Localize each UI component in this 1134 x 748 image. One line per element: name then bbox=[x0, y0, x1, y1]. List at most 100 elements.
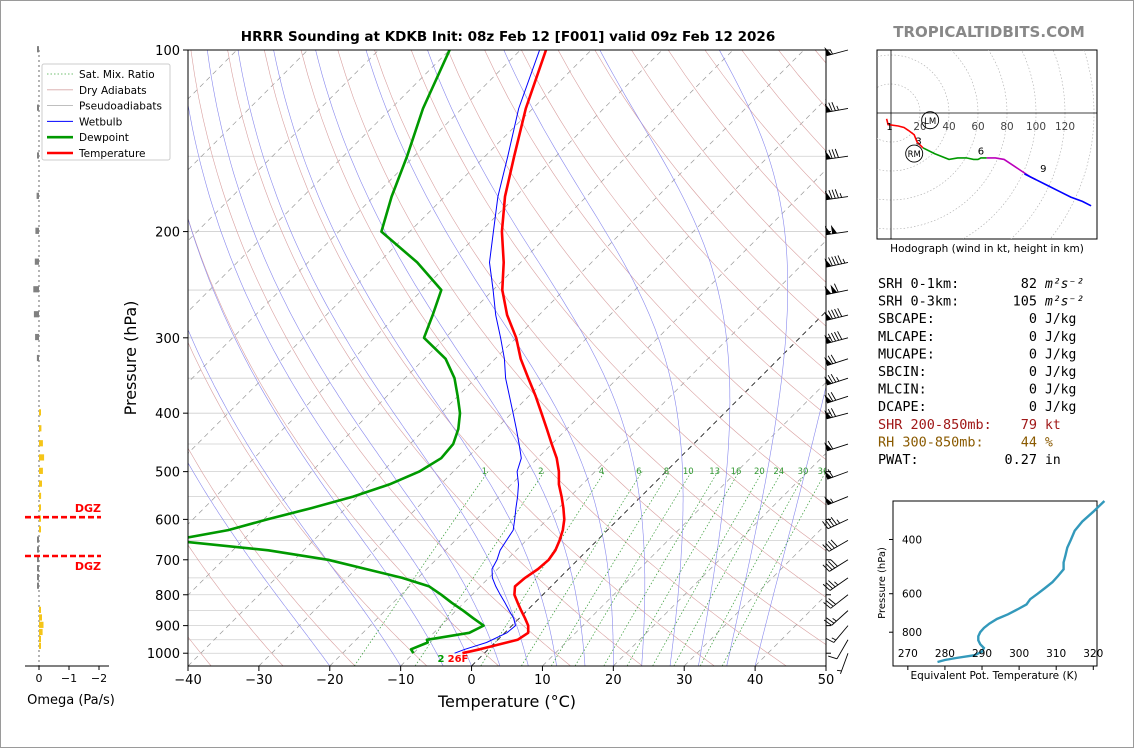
barb-flag bbox=[830, 373, 837, 383]
barb-staff bbox=[828, 539, 849, 552]
isotherm-line bbox=[188, 50, 805, 666]
mixing-ratio-line bbox=[721, 471, 826, 666]
barb-flag bbox=[830, 517, 838, 525]
chart-title: HRRR Sounding at KDKB Init: 08z Feb 12 [… bbox=[241, 29, 775, 45]
barb-staff bbox=[826, 231, 849, 236]
dry-adiabat-line bbox=[227, 50, 643, 666]
barb-flag bbox=[825, 562, 833, 571]
barb-flag bbox=[823, 602, 831, 609]
hodograph-ring-label: 120 bbox=[1055, 121, 1075, 133]
moist-adiabat-line bbox=[188, 217, 444, 666]
omega-tick-label: 0 bbox=[36, 672, 43, 685]
theta-e-y-label: Pressure (hPa) bbox=[877, 547, 888, 619]
index-value: 0 bbox=[1029, 346, 1037, 362]
omega-bar bbox=[39, 454, 45, 461]
barb-pennant bbox=[824, 357, 832, 366]
dry-adiabat-line bbox=[188, 341, 428, 666]
barb-flag bbox=[830, 354, 837, 363]
barb-flag bbox=[831, 256, 836, 266]
wind-barb bbox=[822, 539, 849, 552]
barb-staff bbox=[840, 653, 849, 675]
hodograph-height-label: 6 bbox=[978, 147, 984, 158]
omega-bar bbox=[39, 642, 41, 649]
isotherm-line bbox=[329, 169, 826, 666]
hodograph-segment bbox=[885, 118, 924, 149]
y-tick-label: 400 bbox=[155, 407, 180, 422]
index-label: SHR 200-850mb: bbox=[878, 417, 992, 433]
barb-pennant bbox=[824, 311, 832, 321]
index-value: 0 bbox=[1029, 329, 1037, 345]
y-tick-label: 500 bbox=[155, 466, 180, 481]
wind-barb bbox=[824, 440, 849, 452]
barb-flag bbox=[825, 637, 835, 643]
barb-pennant bbox=[824, 376, 832, 385]
index-label: SRH 0-3km: bbox=[878, 294, 959, 310]
temperature-line bbox=[462, 50, 566, 655]
mixing-ratio-label: 20 bbox=[754, 467, 765, 477]
barb-half-flag bbox=[839, 193, 843, 198]
index-unit: J/kg bbox=[1045, 330, 1076, 345]
barb-flag bbox=[831, 101, 836, 111]
x-tick-label: 40 bbox=[747, 673, 764, 688]
isotherm-line bbox=[188, 50, 521, 383]
mixing-ratio-line bbox=[480, 471, 606, 666]
omega-bar bbox=[39, 614, 42, 621]
index-unit: in bbox=[1045, 453, 1061, 468]
index-label: MLCIN: bbox=[878, 382, 927, 398]
mixing-ratio-line bbox=[699, 471, 807, 666]
omega-bar bbox=[34, 258, 39, 265]
storm-motion-label: LM bbox=[924, 117, 936, 127]
dgz-label: DGZ bbox=[75, 560, 101, 573]
omega-panel: DGZ DGZ 0 −1 −2 bbox=[25, 46, 109, 685]
dry-adiabat-line bbox=[447, 50, 826, 506]
moist-adiabat-line bbox=[188, 102, 472, 666]
barb-flag bbox=[827, 333, 833, 343]
index-label: DCAPE: bbox=[878, 399, 927, 415]
isotherm-line bbox=[683, 523, 826, 666]
wind-barb bbox=[824, 392, 849, 404]
dry-adiabat-line bbox=[188, 544, 284, 666]
x-tick-label: 50 bbox=[818, 673, 835, 688]
index-unit: % bbox=[1045, 435, 1053, 450]
dry-adiabat-line bbox=[264, 50, 715, 666]
wind-barb bbox=[824, 308, 849, 321]
hodograph-caption: Hodograph (wind in kt, height in km) bbox=[890, 243, 1084, 255]
barb-staff bbox=[826, 196, 849, 201]
dry-adiabat-line bbox=[300, 50, 787, 666]
barb-flag bbox=[827, 393, 834, 402]
index-unit: m²s⁻² bbox=[1044, 277, 1084, 292]
barb-half-flag bbox=[836, 105, 839, 111]
hodograph-ring-label: 80 bbox=[1000, 121, 1013, 133]
wind-barb bbox=[822, 577, 849, 591]
wind-barb bbox=[822, 517, 849, 530]
barb-half-flag bbox=[836, 669, 842, 672]
barb-staff bbox=[827, 471, 849, 480]
legend-label: Sat. Mix. Ratio bbox=[79, 69, 155, 81]
index-label: SBCIN: bbox=[878, 364, 927, 380]
x-tick-label: −10 bbox=[387, 673, 414, 688]
moist-adiabat-line bbox=[273, 50, 557, 666]
omega-bar bbox=[39, 606, 41, 613]
moist-adiabat-line bbox=[503, 50, 684, 666]
wind-barb bbox=[836, 653, 849, 675]
barb-flag bbox=[827, 310, 833, 320]
barb-staff bbox=[830, 594, 849, 609]
hodograph: 20 40 60 80 100 120 1 3 6 9 LM RM bbox=[876, 49, 1098, 240]
mixing-ratio-line bbox=[574, 471, 692, 666]
omega-tick-label: −2 bbox=[91, 672, 107, 685]
isotherm-line bbox=[188, 50, 592, 454]
barb-pennant bbox=[824, 103, 832, 113]
isotherm-line bbox=[542, 381, 826, 666]
index-label: MLCAPE: bbox=[878, 329, 935, 345]
barb-staff bbox=[833, 625, 849, 643]
mixing-ratio-line bbox=[414, 471, 545, 666]
mixing-ratio-line bbox=[603, 471, 719, 666]
hodograph-ring-label: 100 bbox=[1026, 121, 1046, 133]
index-value: 82 bbox=[1021, 276, 1037, 292]
omega-bar bbox=[39, 635, 41, 643]
barb-flag bbox=[830, 392, 837, 401]
barb-staff bbox=[826, 49, 849, 57]
barb-flag bbox=[827, 408, 833, 418]
index-label: MUCAPE: bbox=[878, 346, 935, 362]
